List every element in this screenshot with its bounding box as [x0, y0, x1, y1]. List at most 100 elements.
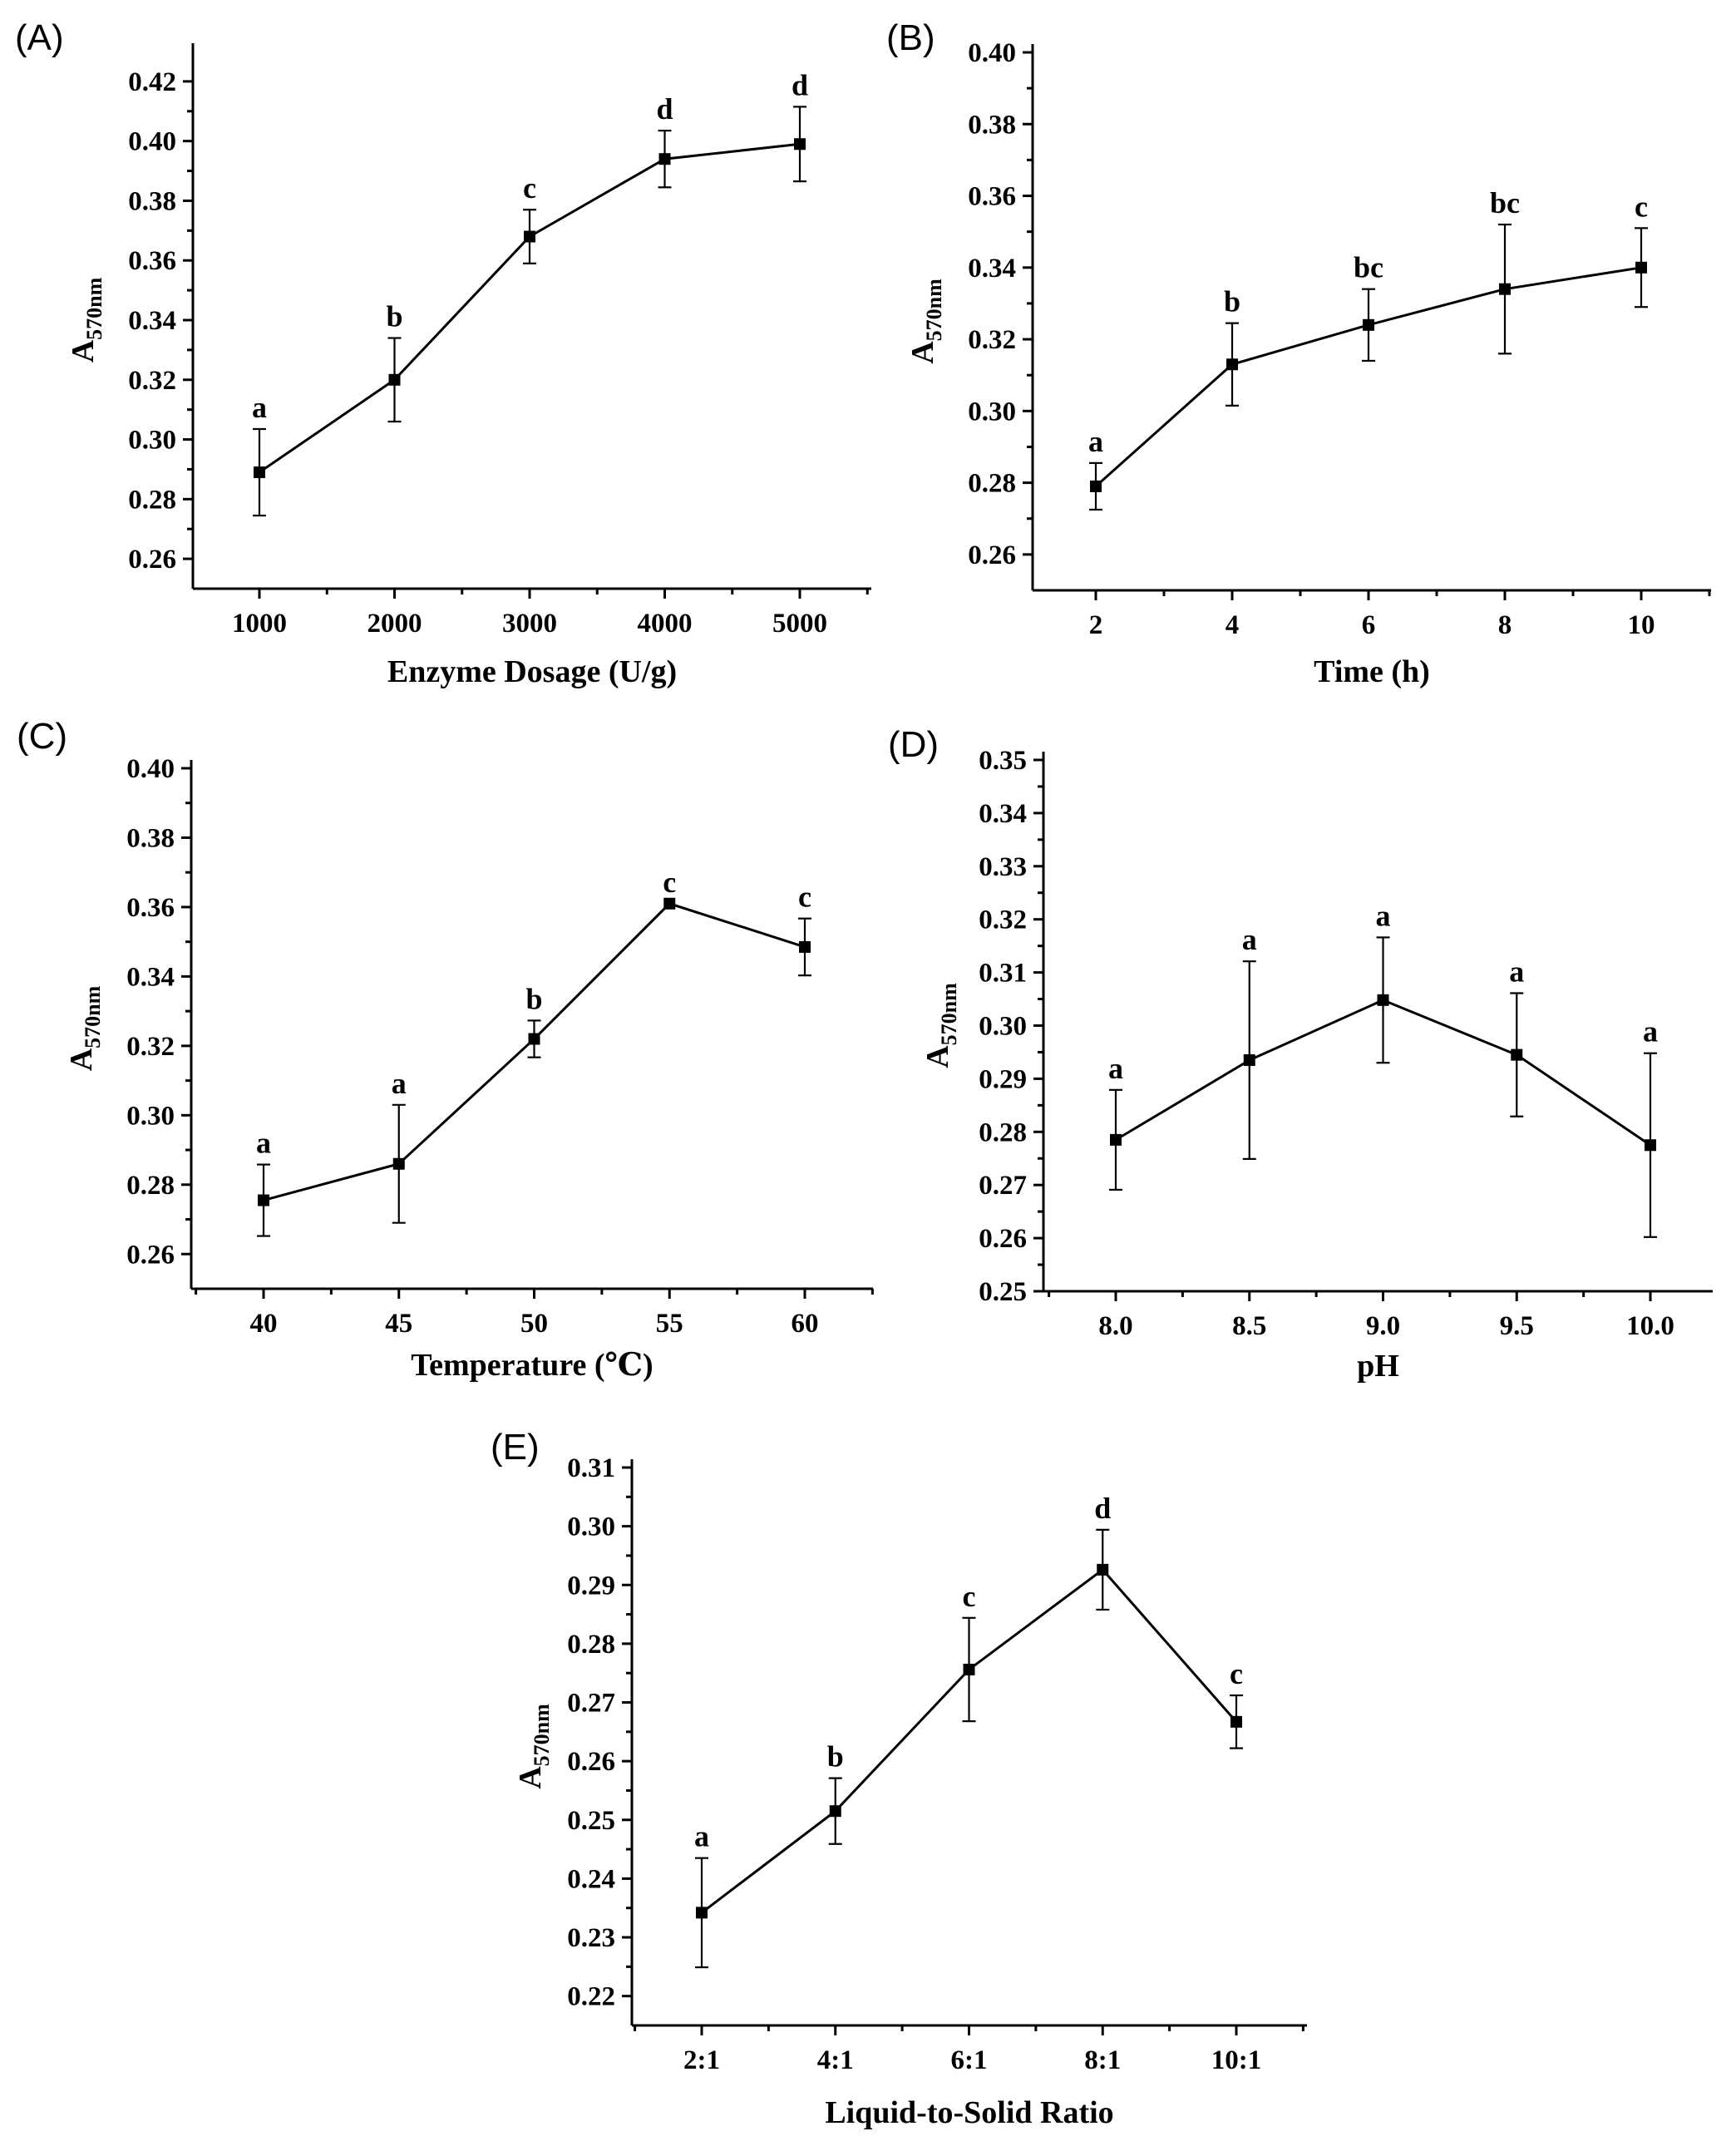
- y-tick-label: 0.42: [128, 67, 176, 97]
- x-tick-label: 2000: [367, 609, 422, 639]
- x-axis-title: Temperature (℃): [411, 1348, 653, 1383]
- data-point: [696, 1907, 708, 1919]
- y-axis-title-subscript: 570nm: [82, 277, 106, 339]
- x-tick-label: 3000: [502, 609, 557, 639]
- y-tick-label: 0.40: [968, 38, 1016, 68]
- panel-label: (D): [888, 724, 939, 765]
- x-tick-label: 1000: [232, 609, 287, 639]
- y-axis-title-main: A: [905, 341, 940, 364]
- y-tick-label: 0.32: [128, 366, 176, 396]
- data-point: [1499, 283, 1511, 295]
- y-tick-label: 0.36: [126, 893, 175, 923]
- x-tick-label: 4:1: [817, 2045, 854, 2075]
- y-tick-label: 0.30: [567, 1512, 615, 1542]
- x-tick-label: 10.0: [1626, 1311, 1674, 1341]
- y-axis-title: A570nm: [920, 983, 961, 1068]
- significance-letter: b: [827, 1740, 844, 1773]
- data-point: [392, 1157, 405, 1170]
- y-tick-label: 0.27: [979, 1171, 1027, 1201]
- y-tick-label: 0.40: [128, 127, 176, 157]
- y-tick-label: 0.34: [126, 962, 175, 992]
- chart-panel-d: (D) 0.25 0.26 0.27 0.28 0.29 0.30 0.31 0.32 0.33 0…: [888, 724, 1713, 1384]
- significance-letter: b: [525, 982, 542, 1015]
- x-tick-label: 9.0: [1366, 1311, 1400, 1341]
- y-axis-title-main: A: [64, 1048, 99, 1071]
- data-point: [663, 897, 676, 910]
- x-tick-label: 4000: [638, 609, 693, 639]
- data-point: [1243, 1054, 1255, 1067]
- x-tick-label: 60: [792, 1309, 819, 1339]
- x-axis-title: pH: [1357, 1349, 1399, 1384]
- significance-letter: c: [798, 881, 811, 914]
- data-point: [1110, 1133, 1122, 1146]
- y-tick-label: 0.30: [126, 1101, 175, 1131]
- data-point: [1511, 1048, 1523, 1061]
- y-tick-label: 0.35: [979, 746, 1027, 776]
- y-tick-label: 0.31: [979, 959, 1027, 989]
- y-tick-label: 0.29: [567, 1571, 615, 1601]
- data-point: [388, 373, 401, 386]
- x-tick-label: 40: [250, 1309, 278, 1339]
- data-point: [658, 153, 671, 165]
- y-tick-label: 0.25: [567, 1806, 615, 1836]
- y-tick-label: 0.38: [128, 186, 176, 216]
- y-tick-label: 0.28: [128, 485, 176, 515]
- significance-letter: a: [256, 1127, 271, 1160]
- data-point: [1635, 261, 1647, 274]
- panel-label: (B): [886, 17, 935, 58]
- y-tick-label: 0.38: [968, 110, 1016, 140]
- y-axis-title-main: A: [513, 1766, 548, 1789]
- x-tick-label: 2:1: [683, 2045, 720, 2075]
- x-tick-label: 8: [1498, 610, 1512, 640]
- data-point: [1377, 994, 1389, 1006]
- x-tick-label: 10: [1628, 610, 1655, 640]
- y-tick-label: 0.26: [968, 540, 1016, 570]
- data-point: [528, 1033, 540, 1045]
- y-tick-label: 0.28: [567, 1630, 615, 1660]
- x-tick-label: 2: [1089, 610, 1103, 640]
- significance-letter: c: [1230, 1657, 1243, 1690]
- y-tick-label: 0.31: [567, 1453, 615, 1483]
- y-tick-label: 0.28: [968, 469, 1016, 499]
- y-tick-label: 0.38: [126, 823, 175, 853]
- y-axis-title-subscript: 570nm: [530, 1704, 554, 1766]
- x-tick-label: 10:1: [1211, 2045, 1262, 2075]
- y-tick-label: 0.26: [126, 1240, 175, 1270]
- data-point: [963, 1663, 975, 1675]
- y-tick-label: 0.33: [979, 852, 1027, 882]
- y-tick-label: 0.32: [126, 1032, 175, 1062]
- y-tick-label: 0.26: [128, 545, 176, 575]
- x-tick-label: 50: [520, 1309, 548, 1339]
- y-axis-title: A570nm: [513, 1704, 554, 1789]
- significance-letter: c: [523, 171, 536, 205]
- significance-letter: d: [792, 68, 808, 101]
- significance-letter: bc: [1490, 186, 1520, 220]
- data-point: [254, 466, 265, 479]
- y-tick-label: 0.30: [979, 1012, 1027, 1042]
- significance-letter: a: [392, 1067, 407, 1100]
- x-tick-label: 6: [1362, 610, 1376, 640]
- y-tick-label: 0.25: [979, 1277, 1027, 1307]
- y-tick-label: 0.30: [128, 426, 176, 456]
- y-tick-label: 0.32: [979, 905, 1027, 935]
- x-tick-label: 9.5: [1500, 1311, 1534, 1341]
- x-tick-label: 8:1: [1084, 2045, 1121, 2075]
- y-tick-label: 0.32: [968, 325, 1016, 355]
- significance-letter: a: [1108, 1052, 1123, 1085]
- data-point: [524, 230, 535, 243]
- data-point: [1090, 480, 1102, 492]
- x-tick-label: 5000: [772, 609, 827, 639]
- y-tick-label: 0.34: [979, 799, 1027, 829]
- data-point: [1645, 1139, 1656, 1152]
- significance-letter: d: [1094, 1492, 1111, 1525]
- chart-panel-b: (B) 0.26 0.28 0.30 0.32 0.34 0.36 0.38 0.40 2 4 6 8 1…: [886, 17, 1711, 689]
- significance-letter: a: [252, 391, 267, 424]
- significance-letter: c: [963, 1580, 976, 1613]
- y-axis-title: A570nm: [66, 277, 106, 363]
- y-axis-title-subscript: 570nm: [922, 279, 946, 341]
- x-tick-label: 8.0: [1098, 1311, 1132, 1341]
- significance-letter: c: [663, 866, 676, 899]
- panel-label: (E): [491, 1427, 540, 1468]
- panel-label: (C): [17, 716, 67, 757]
